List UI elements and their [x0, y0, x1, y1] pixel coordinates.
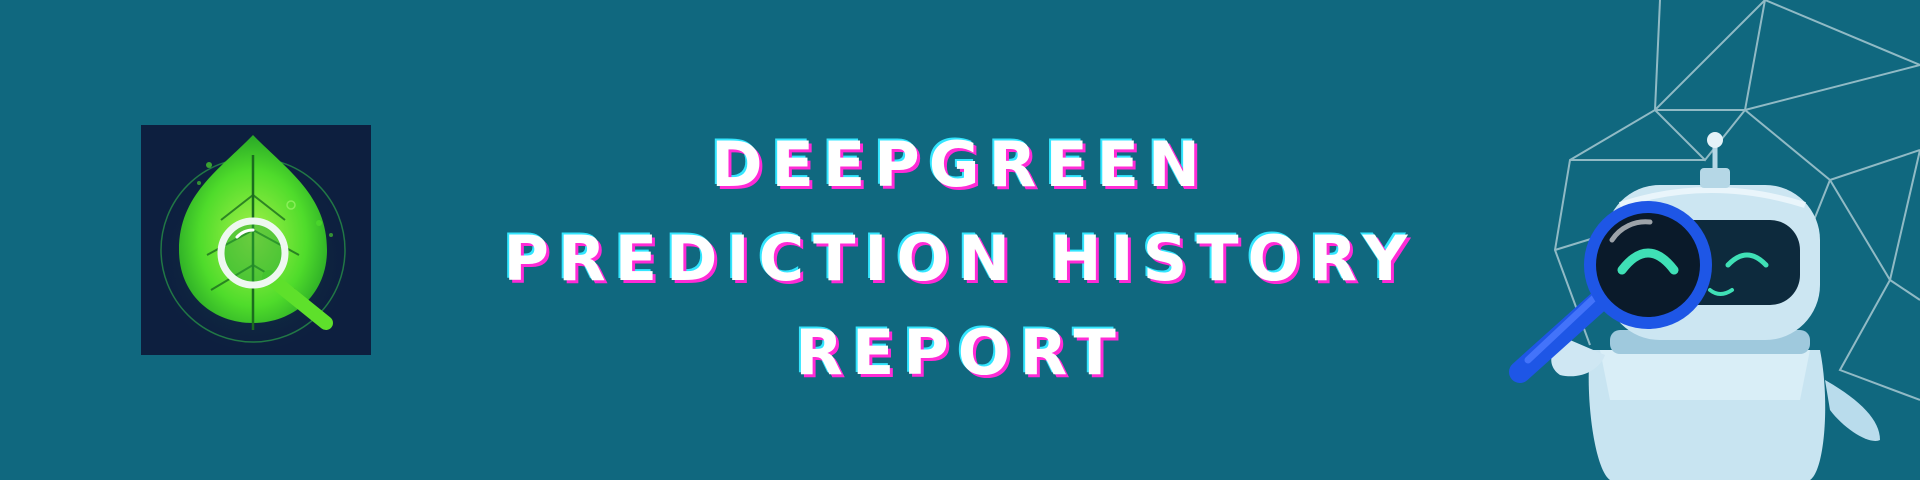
title-line-subject: PREDICTION HISTORY: [503, 222, 1417, 295]
title-line-product: DEEPGREEN: [711, 128, 1209, 201]
title-line-type: REPORT: [795, 316, 1125, 389]
network-sphere-icon: [1553, 0, 1920, 401]
leaf-magnifier-logo-icon: [153, 135, 353, 350]
magnifying-glass-icon: [1509, 201, 1712, 383]
robot-illustration: [1500, 0, 1920, 480]
report-title: DEEPGREEN PREDICTION HISTORY REPORT: [420, 118, 1500, 400]
deepgreen-logo: [141, 125, 371, 355]
robot-magnifier-icon: [1509, 0, 1920, 480]
robot-icon: [1551, 132, 1880, 480]
